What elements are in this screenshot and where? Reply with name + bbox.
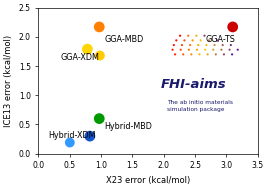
Text: FHI-aims: FHI-aims — [161, 78, 226, 91]
Point — [191, 39, 195, 42]
Point — [178, 34, 182, 37]
Point — [228, 48, 232, 51]
Point — [207, 39, 211, 42]
Point — [196, 43, 200, 46]
Point — [88, 135, 92, 138]
Point — [203, 48, 207, 51]
Point — [188, 43, 192, 46]
Point — [194, 34, 199, 37]
Point — [97, 117, 101, 120]
Point — [68, 141, 72, 144]
Point — [173, 53, 177, 56]
Y-axis label: ICE13 error (kcal/mol): ICE13 error (kcal/mol) — [4, 35, 13, 127]
Point — [230, 53, 234, 56]
Point — [206, 53, 210, 56]
Point — [202, 34, 207, 37]
Point — [189, 53, 193, 56]
Point — [174, 39, 178, 42]
Point — [85, 48, 90, 51]
Point — [187, 48, 191, 51]
Point — [178, 48, 183, 51]
Text: GGA-XDM: GGA-XDM — [60, 53, 99, 62]
Text: Hybrid-XDM: Hybrid-XDM — [48, 132, 95, 140]
Point — [204, 43, 209, 46]
Point — [229, 43, 233, 46]
Point — [180, 43, 184, 46]
Point — [186, 34, 190, 37]
Text: Hybrid-MBD: Hybrid-MBD — [104, 122, 152, 131]
Point — [213, 43, 217, 46]
Text: The ab initio materials
simulation package: The ab initio materials simulation packa… — [167, 100, 233, 112]
Point — [172, 43, 176, 46]
Point — [214, 53, 218, 56]
Point — [195, 48, 199, 51]
Point — [170, 48, 175, 51]
Point — [219, 48, 224, 51]
Point — [236, 48, 240, 51]
Point — [211, 48, 215, 51]
Text: GGA-MBD: GGA-MBD — [104, 35, 144, 44]
Point — [197, 53, 202, 56]
Point — [97, 26, 101, 29]
Point — [182, 39, 187, 42]
Point — [181, 53, 185, 56]
X-axis label: X23 error (kcal/mol): X23 error (kcal/mol) — [106, 176, 190, 185]
Point — [215, 39, 219, 42]
Point — [222, 53, 226, 56]
Point — [199, 39, 203, 42]
Text: GGA-TS: GGA-TS — [206, 35, 236, 44]
Point — [98, 54, 102, 57]
Point — [230, 26, 235, 29]
Point — [221, 43, 225, 46]
